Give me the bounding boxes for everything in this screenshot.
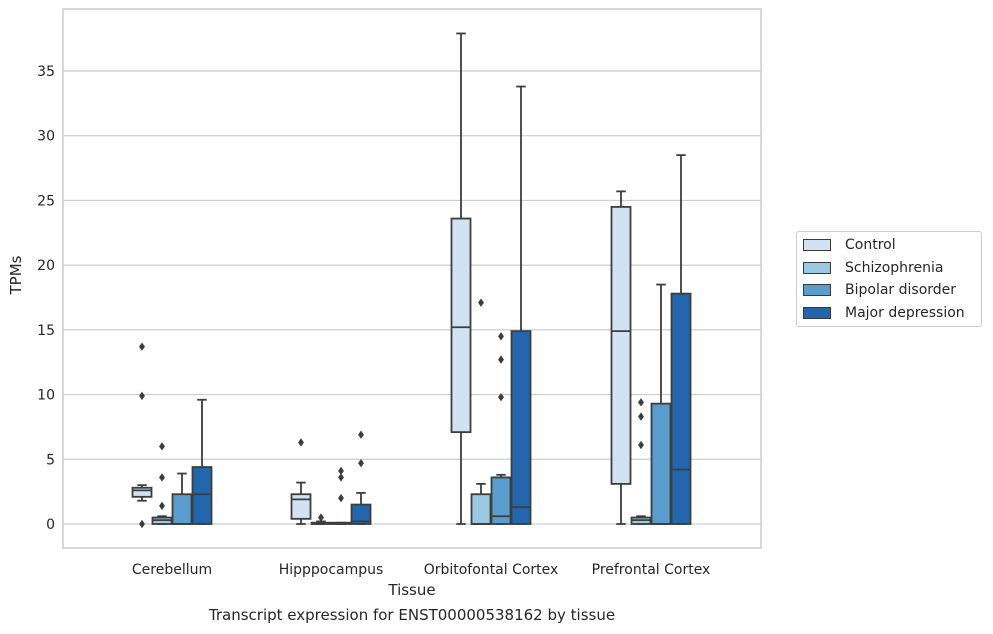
outlier-point: [338, 493, 344, 503]
box-bipolar-disorder: [171, 472, 193, 525]
outlier-point: [159, 442, 165, 451]
y-tick-label: 30: [37, 129, 55, 145]
y-tick-label: 25: [37, 193, 55, 209]
iqr-box: [350, 503, 372, 525]
outlier-point: [478, 298, 484, 307]
outlier-point: [139, 519, 145, 529]
iqr-box: [650, 402, 672, 525]
iqr-box: [470, 493, 492, 525]
box-control: [131, 342, 153, 529]
outlier-point: [139, 391, 145, 401]
box-control: [450, 32, 472, 525]
box-control: [290, 438, 312, 525]
box-major-depression: [350, 430, 372, 525]
legend-swatch: [803, 306, 831, 319]
x-tick-label: Cerebellum: [132, 562, 212, 578]
iqr-box: [191, 466, 213, 525]
legend: Control Schizophrenia Bipolar disorder Majo…: [796, 231, 982, 327]
outlier-point: [498, 332, 504, 341]
outlier-point: [498, 355, 504, 364]
box-bipolar-disorder: [650, 283, 672, 525]
x-tick-label: Hipppocampus: [279, 562, 384, 578]
outlier-point: [498, 392, 504, 402]
y-tick-label: 0: [46, 517, 55, 533]
box-schizophrenia: [630, 398, 652, 525]
outlier-point: [159, 473, 165, 482]
outlier-point: [338, 466, 344, 476]
legend-item: Bipolar disorder: [803, 280, 956, 300]
outlier-point: [358, 458, 364, 468]
outlier-point: [159, 501, 165, 511]
box-bipolar-disorder: [490, 332, 512, 525]
iqr-box: [450, 217, 472, 434]
y-axis-label: TPMs: [7, 255, 25, 295]
box-schizophrenia: [151, 442, 173, 525]
legend-label: Control: [845, 237, 896, 253]
outlier-point: [638, 412, 644, 421]
x-axis-label: Tissue: [387, 581, 435, 599]
y-tick-label: 15: [37, 323, 55, 339]
legend-label: Major depression: [845, 304, 965, 321]
y-tick-label: 35: [37, 64, 55, 80]
box-schizophrenia: [310, 513, 332, 525]
iqr-box: [490, 476, 512, 525]
y-tick-labels: 0 5 10 15 20 25 30 35: [37, 64, 55, 533]
iqr-box: [131, 486, 153, 498]
box-major-depression: [670, 154, 692, 525]
legend-item: Control: [803, 235, 896, 255]
legend-item: Schizophrenia: [803, 258, 943, 278]
legend-item: Major depression: [803, 303, 965, 323]
outlier-point: [638, 440, 644, 450]
legend-label: Bipolar disorder: [845, 282, 957, 298]
y-tick-label: 5: [46, 452, 55, 468]
iqr-box: [510, 330, 532, 525]
x-tick-labels: Cerebellum Hipppocampus Orbitofontal Corte…: [132, 562, 710, 578]
x-tick-label: Prefrontal Cortex: [592, 562, 711, 578]
iqr-box: [610, 205, 632, 485]
figure-caption: Transcript expression for ENST0000053816…: [208, 606, 616, 624]
y-tick-label: 20: [37, 258, 55, 274]
legend-swatch: [803, 284, 831, 296]
outlier-point: [638, 398, 644, 407]
box-major-depression: [510, 85, 532, 525]
iqr-box: [670, 292, 692, 525]
box-control: [610, 190, 632, 525]
box-bipolar-disorder: [330, 466, 352, 525]
y-tick-label: 10: [37, 388, 55, 404]
plot-frame: [62, 8, 762, 549]
iqr-box: [290, 493, 312, 520]
box-groups: [131, 32, 692, 529]
legend-label: Schizophrenia: [845, 259, 944, 276]
outlier-point: [318, 513, 324, 522]
outlier-point: [358, 430, 364, 439]
plot-background: [63, 9, 761, 548]
legend-swatch: [803, 261, 831, 274]
legend-swatch: [803, 239, 831, 251]
outlier-point: [298, 438, 304, 447]
box-schizophrenia: [470, 298, 492, 525]
iqr-box: [171, 493, 193, 525]
x-tick-label: Orbitofontal Cortex: [424, 562, 559, 578]
box-major-depression: [191, 398, 213, 525]
outlier-point: [338, 473, 344, 482]
outlier-point: [139, 342, 145, 351]
